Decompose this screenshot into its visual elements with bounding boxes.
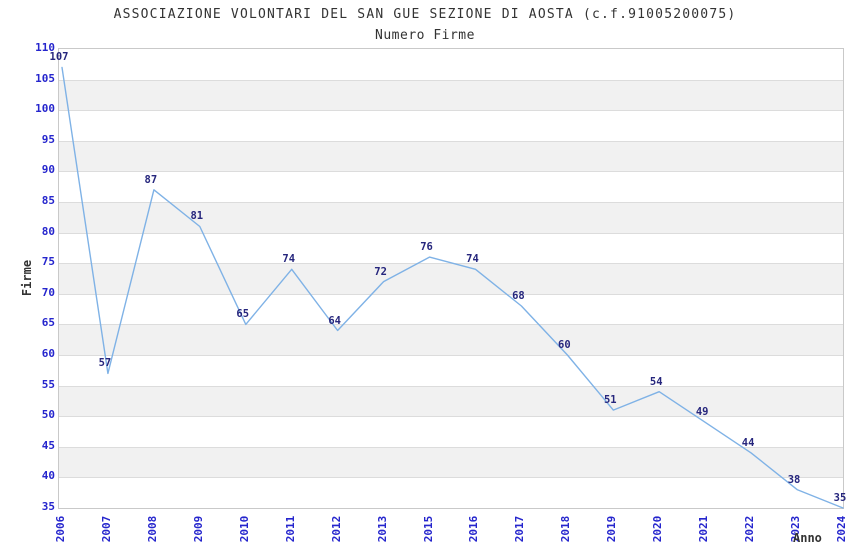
data-label: 87 <box>144 173 158 186</box>
grid-band <box>59 79 843 111</box>
x-tick-label: 2021 <box>697 515 711 543</box>
x-tick-label: 2016 <box>467 515 481 543</box>
grid-line <box>59 447 843 448</box>
data-label: 49 <box>695 406 709 419</box>
y-tick-label: 50 <box>41 408 55 422</box>
grid-line <box>59 141 843 142</box>
data-label: 64 <box>328 314 341 327</box>
grid-band <box>59 416 843 447</box>
y-tick-label: 60 <box>41 347 55 360</box>
grid-line <box>59 416 843 417</box>
y-tick-label: 100 <box>35 102 55 116</box>
plot-area: 107 57 87 81 65 74 64 72 76 74 68 60 51 54 49 44 38 35 <box>50 48 847 509</box>
grid-band <box>59 293 843 325</box>
y-tick-label: 110 <box>35 41 55 54</box>
y-tick-label: 35 <box>41 500 55 513</box>
data-label: 57 <box>98 357 112 370</box>
data-label: 38 <box>787 473 801 486</box>
grid-line <box>59 294 843 295</box>
grid-band <box>59 110 843 141</box>
y-tick-label: 45 <box>41 438 55 452</box>
y-tick-label: 70 <box>41 285 55 299</box>
x-tick-label: 2011 <box>283 515 297 543</box>
grid-band <box>59 49 843 80</box>
grid-line <box>59 202 843 203</box>
grid-line <box>59 477 843 478</box>
y-tick-label: 90 <box>41 163 55 177</box>
grid-line <box>59 110 843 111</box>
grid-band <box>59 355 843 386</box>
data-label: 68 <box>512 290 525 303</box>
grid-line <box>59 386 843 387</box>
x-tick-label: 2015 <box>421 515 435 543</box>
grid-band <box>59 232 843 264</box>
grid-band <box>59 324 843 355</box>
grid-line <box>59 355 843 356</box>
x-tick-label: 2013 <box>375 515 389 543</box>
grid-line <box>59 171 843 172</box>
y-tick-label: 80 <box>41 224 55 238</box>
x-tick-label: 2009 <box>191 515 205 543</box>
grid-line <box>59 233 843 234</box>
y-tick-label: 75 <box>41 255 55 269</box>
grid-band <box>59 171 843 202</box>
x-tick-label: 2010 <box>237 515 251 543</box>
chart-title: ASSOCIAZIONE VOLONTARI DEL SAN GUE SEZIO… <box>113 7 737 22</box>
chart-subtitle: Numero Firme <box>375 28 475 43</box>
x-tick-label: 2024 <box>835 515 848 543</box>
y-tick-label: 95 <box>41 132 55 146</box>
data-label: 74 <box>282 253 296 266</box>
x-tick-label: 2006 <box>54 515 67 543</box>
x-tick-label: 2019 <box>605 515 619 543</box>
x-tick-label: 2018 <box>559 515 573 543</box>
x-tick-label: 2017 <box>513 515 527 543</box>
data-label: 72 <box>374 265 387 278</box>
y-tick-label: 105 <box>35 71 55 85</box>
y-tick-label: 40 <box>41 469 55 483</box>
grid-band <box>59 446 843 478</box>
line-series <box>61 66 844 509</box>
data-label: 54 <box>649 375 663 388</box>
data-label: 74 <box>466 253 479 266</box>
grid-line <box>59 80 843 81</box>
y-tick-label: 65 <box>41 316 55 330</box>
grid-band <box>59 385 843 417</box>
x-tick-label: 2022 <box>743 515 757 543</box>
grid-line <box>59 324 843 325</box>
y-tick-label: 55 <box>41 377 55 391</box>
x-tick-label: 2012 <box>329 515 343 543</box>
x-tick-label: 2008 <box>145 515 159 543</box>
data-label: 44 <box>741 436 755 449</box>
data-label: 35 <box>833 492 847 504</box>
grid-band <box>59 263 843 294</box>
grid-band <box>59 477 843 508</box>
data-label: 107 <box>49 51 69 64</box>
grid-band <box>59 140 843 172</box>
data-label: 60 <box>558 339 571 351</box>
line-series-path <box>61 66 844 509</box>
y-tick-label: 85 <box>41 194 55 207</box>
data-label: 81 <box>190 210 204 223</box>
grid-band <box>59 202 843 233</box>
data-label: 76 <box>420 241 433 254</box>
data-label: 51 <box>603 394 617 407</box>
x-tick-label: 2020 <box>651 515 665 543</box>
data-label: 65 <box>236 308 250 321</box>
x-axis-label: Anno <box>793 531 822 545</box>
x-tick-label: 2007 <box>99 515 113 543</box>
y-axis-label: Firme <box>20 259 34 297</box>
